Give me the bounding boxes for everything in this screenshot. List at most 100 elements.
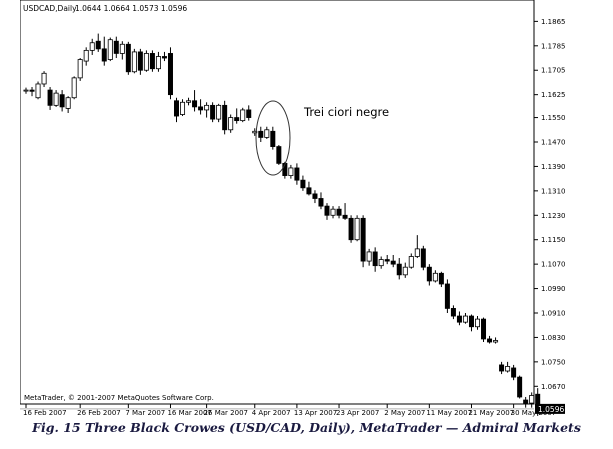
candle-body-bullish (35, 83, 41, 99)
candle-body-bullish (71, 77, 77, 99)
candle-body-bullish (493, 340, 499, 343)
candle (71, 76, 77, 100)
candle (89, 38, 95, 55)
candle (396, 258, 402, 280)
candle (23, 87, 29, 94)
candle-body-bearish (47, 89, 53, 106)
candle-body-bullish (77, 59, 83, 79)
price-chart: 1.1865 1.1785 1.1705 1.1625 1.1550 1.1470 1.13… (19, 0, 566, 438)
candle (505, 361, 511, 373)
candle (372, 247, 378, 272)
candle-body-bullish (529, 395, 535, 404)
candle (167, 47, 173, 100)
candle (35, 81, 41, 100)
candle-body-bullish (83, 49, 89, 62)
candle-body-bearish (198, 106, 204, 111)
x-tick-label: 21 May 2007 (468, 409, 514, 417)
candle-body-bullish (402, 266, 408, 276)
candle (222, 100, 228, 135)
candle (137, 48, 143, 75)
candle (210, 102, 216, 123)
y-tick-label: 1.0830 (541, 334, 566, 342)
annotation-circle (255, 100, 291, 176)
candle (402, 262, 408, 278)
y-tick-label: 1.1150 (541, 236, 566, 244)
candle-body-bearish (372, 251, 378, 267)
candle (59, 90, 65, 112)
candle (499, 361, 505, 375)
candle (511, 364, 517, 381)
candle (264, 126, 270, 139)
candle (354, 215, 360, 242)
candle (300, 175, 306, 191)
candle (95, 33, 101, 52)
candle (47, 87, 53, 110)
candle-body-bullish (186, 100, 192, 103)
x-tick-label: 4 Apr 2007 (252, 409, 291, 417)
candle-body-bearish (511, 367, 517, 378)
y-tick-label: 1.1785 (541, 42, 566, 50)
candle-body-bullish (143, 53, 149, 71)
candle (113, 36, 119, 59)
candle-body-bullish (462, 315, 468, 323)
candle-body-bearish (348, 217, 354, 241)
candle (270, 126, 276, 150)
candle (101, 36, 107, 66)
candle (432, 270, 438, 283)
candle (252, 128, 258, 136)
x-tick-label: 11 May 2007 (426, 409, 472, 417)
candle-body-bearish (360, 217, 366, 262)
candle-body-bullish (180, 101, 186, 115)
candle-body-bearish (125, 43, 131, 73)
candle-body-bullish (155, 56, 161, 70)
x-tick-label: 16 Mar 2007 (167, 409, 211, 417)
candle-body-bearish (137, 51, 143, 71)
candle (306, 181, 312, 196)
candle-body-bullish (107, 39, 113, 60)
candle-body-bullish (366, 251, 372, 262)
x-tick-label: 23 Apr 2007 (336, 409, 379, 417)
candle-body-bearish (101, 48, 107, 62)
y-tick-label: 1.1865 (541, 18, 566, 26)
candle (487, 335, 493, 344)
y-tick-label: 1.1070 (541, 261, 566, 269)
candle (474, 316, 480, 330)
candle (517, 375, 523, 399)
candle (378, 256, 384, 269)
candle-body-bearish (149, 53, 155, 70)
candle (65, 96, 71, 113)
candle-body-bullish (252, 130, 258, 134)
candle-body-bearish (523, 399, 529, 404)
candle-body-bullish (505, 366, 511, 372)
candle (481, 317, 487, 343)
y-tick-label: 1.0670 (541, 383, 566, 391)
candle-body-bullish (474, 318, 480, 328)
candlestick-chart: 1.1865 1.1785 1.1705 1.1625 1.1550 1.1470 1.13… (19, 0, 566, 438)
candle-body-bearish (300, 179, 306, 189)
candle-body-bearish (468, 315, 474, 328)
candle-body-bullish (204, 104, 210, 111)
candle-body-bullish (354, 217, 360, 241)
candle-body-bullish (131, 51, 137, 73)
candle (29, 87, 35, 97)
candle (384, 254, 390, 265)
y-tick-label: 1.1390 (541, 163, 566, 171)
y-tick-label: 1.1470 (541, 138, 566, 146)
chart-header-symbol: USDCAD,Daily (23, 4, 77, 13)
x-tick-label: 30 May 2007 (511, 409, 557, 417)
figure-caption: Fig. 15 Three Black Crowes (USD/CAD, Dai… (32, 420, 581, 435)
candle (41, 71, 47, 88)
candle-body-bearish (336, 208, 342, 216)
candle-body-bearish (481, 318, 487, 340)
candle-body-bearish (276, 146, 282, 164)
candle-body-bearish (312, 193, 318, 199)
candle-body-bearish (113, 40, 119, 54)
candle-body-bullish (264, 129, 270, 138)
candle-body-bearish (426, 266, 432, 282)
candle (462, 313, 468, 324)
candle (360, 215, 366, 268)
y-tick-label: 1.0910 (541, 310, 566, 318)
candle (324, 203, 330, 220)
candle-body-bullish (41, 72, 47, 85)
candle (276, 145, 282, 165)
